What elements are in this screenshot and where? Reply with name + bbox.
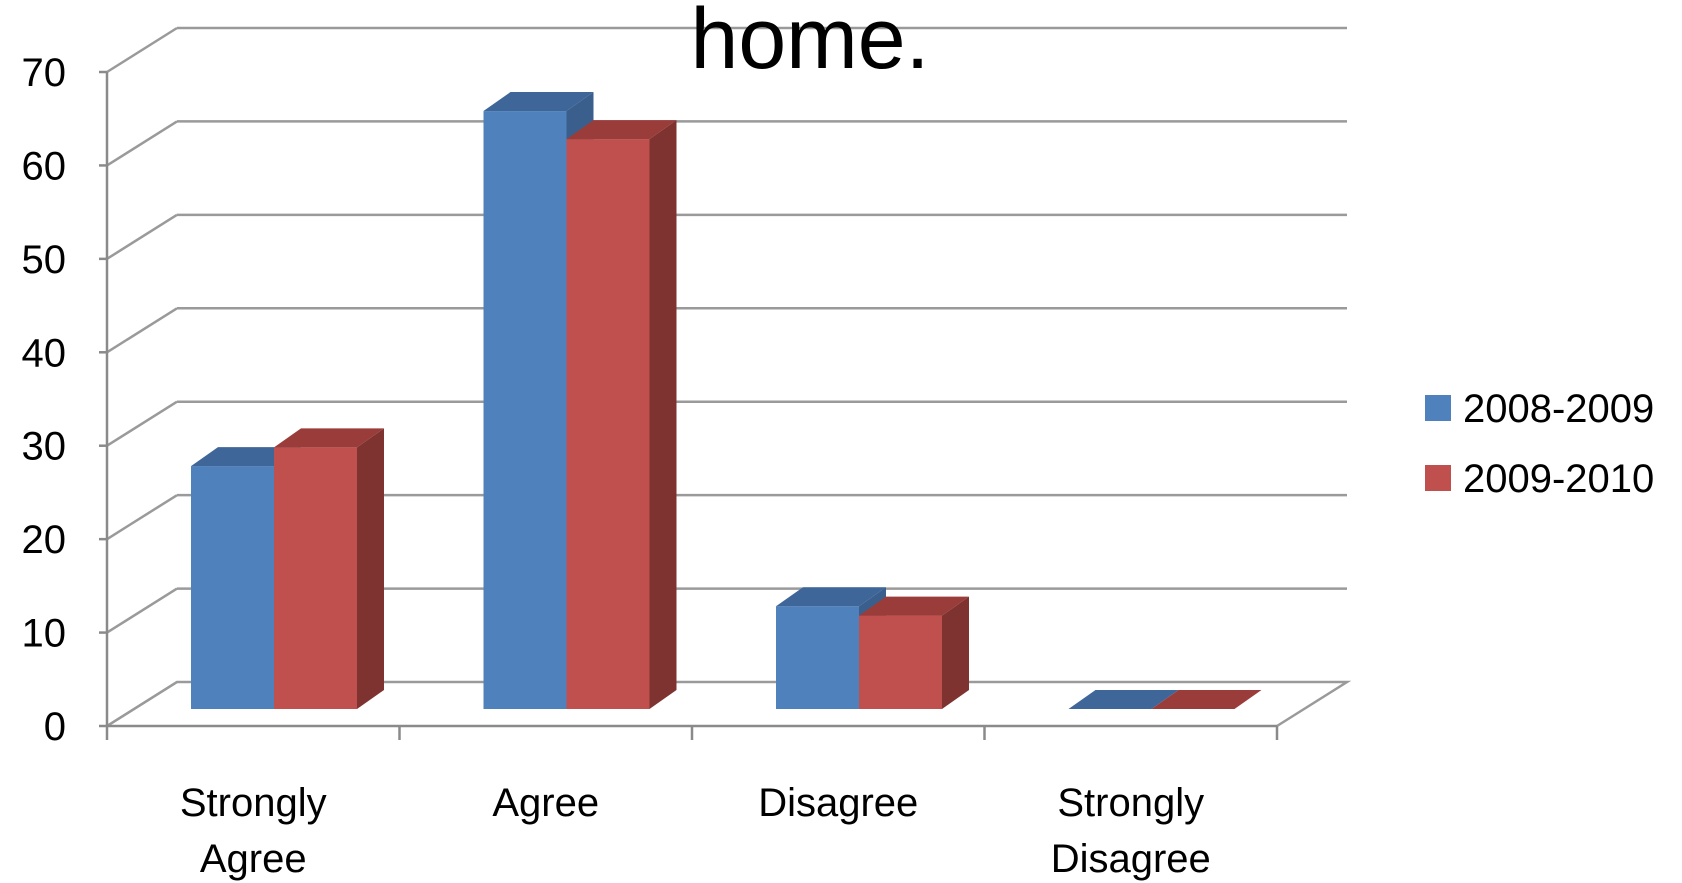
bar bbox=[566, 120, 677, 710]
y-tick-label: 40 bbox=[22, 331, 67, 375]
bar-top bbox=[191, 447, 301, 467]
gridline-side bbox=[106, 26, 178, 74]
bar-top bbox=[1068, 690, 1179, 709]
bar-top bbox=[1151, 690, 1262, 709]
gridline-side bbox=[106, 400, 178, 447]
chart-title: home. bbox=[690, 0, 929, 87]
gridline-side bbox=[106, 120, 178, 167]
y-tick-label: 60 bbox=[22, 144, 67, 188]
gridline-side bbox=[106, 494, 178, 541]
bar-top bbox=[566, 120, 677, 140]
x-category-label: Strongly Agree bbox=[180, 781, 327, 881]
legend-entry: 2008-2009 bbox=[1425, 387, 1654, 431]
y-tick-label: 30 bbox=[22, 425, 67, 469]
bar-top bbox=[776, 587, 886, 607]
x-category-label: Strongly Disagree bbox=[1051, 781, 1211, 881]
legend-label: 2009-2010 bbox=[1463, 457, 1654, 501]
y-tick-label: 70 bbox=[22, 51, 67, 95]
axes bbox=[99, 70, 1279, 740]
legend-entry: 2009-2010 bbox=[1425, 457, 1654, 501]
gridline-side bbox=[106, 587, 178, 634]
bar bbox=[1151, 690, 1262, 709]
bar-front bbox=[566, 139, 650, 710]
y-tick-label: 20 bbox=[22, 518, 67, 562]
bar bbox=[274, 428, 384, 709]
y-tick-label: 10 bbox=[22, 612, 67, 656]
bars bbox=[191, 92, 1262, 710]
gridline-side bbox=[106, 680, 178, 728]
bar-front bbox=[191, 466, 274, 709]
x-category-label: Agree bbox=[492, 781, 599, 825]
bar-front bbox=[776, 606, 859, 709]
gridline-side bbox=[106, 307, 178, 354]
bar-side bbox=[357, 428, 384, 709]
bar-side bbox=[649, 120, 677, 710]
x-category-labels: Strongly Agree Agree Disagree Strongly Disagr… bbox=[180, 781, 1211, 881]
bar-top bbox=[274, 428, 384, 448]
bar-front bbox=[859, 615, 942, 709]
bar bbox=[191, 447, 301, 709]
y-tick-label: 50 bbox=[22, 238, 67, 282]
bar-front bbox=[483, 111, 567, 710]
y-tick-labels: 0 10 20 30 40 50 60 70 bbox=[22, 51, 67, 749]
y-tick-label: 0 bbox=[44, 705, 66, 749]
bar-top bbox=[483, 92, 594, 112]
legend-swatch bbox=[1425, 395, 1451, 421]
legend: 2008-2009 2009-2010 bbox=[1425, 387, 1654, 501]
bar-front bbox=[274, 447, 357, 709]
gridline-side bbox=[106, 213, 178, 260]
bar-top bbox=[859, 596, 969, 616]
x-category-label: Disagree bbox=[758, 781, 918, 825]
bar-side bbox=[942, 596, 969, 709]
bar bbox=[859, 596, 969, 709]
bar bbox=[1068, 690, 1179, 709]
legend-swatch bbox=[1425, 465, 1451, 491]
legend-label: 2008-2009 bbox=[1463, 387, 1654, 431]
